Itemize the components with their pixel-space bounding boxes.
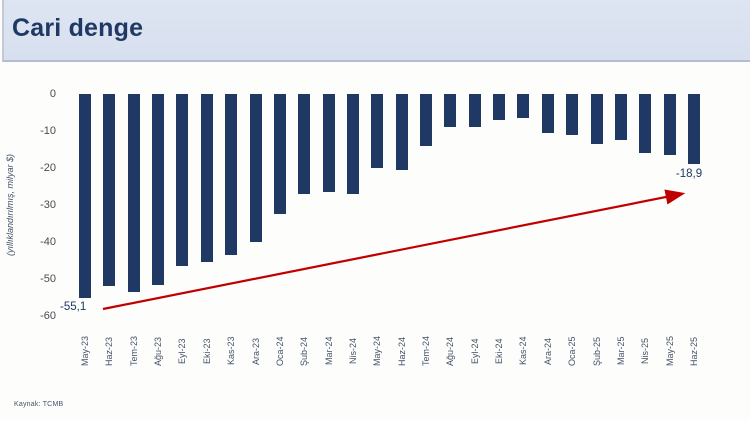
- bar-Kas-23: [225, 94, 238, 255]
- x-axis-label: May-24: [372, 336, 383, 367]
- bar-Şub-25: [590, 94, 603, 144]
- x-axis-label: May-25: [664, 336, 675, 367]
- data-label-last-value: -18,9: [675, 168, 703, 180]
- x-axis-label: Kas-24: [518, 336, 529, 366]
- x-axis-label: Haz-24: [396, 336, 407, 366]
- bar-Ara-23: [249, 94, 262, 242]
- y-axis-tick: -40: [40, 236, 56, 248]
- y-axis-tick: -50: [40, 273, 56, 285]
- bar-Eki-23: [200, 94, 213, 263]
- bar-Haz-25: [688, 94, 700, 164]
- x-axis-label: Eki-24: [494, 338, 505, 364]
- x-axis-label: Kas-23: [226, 336, 237, 366]
- bar-Ağu-24: [444, 94, 457, 128]
- y-axis-tick: -30: [40, 199, 56, 211]
- bar-Ağu-23: [152, 94, 165, 285]
- y-axis-label: (yıllıklandırılmış, milyar $): [5, 154, 15, 257]
- bar-Oca-25: [566, 94, 579, 135]
- current-account-chart: (yıllıklandırılmış, milyar $) 0 -10 -20 -30…: [0, 62, 750, 421]
- x-axis-label: Eki-23: [201, 338, 212, 364]
- x-axis-label: Haz-25: [689, 336, 699, 366]
- data-label-first-value: -55,1: [60, 301, 87, 313]
- bar-Şub-24: [298, 94, 311, 194]
- x-axis-label: Tem-24: [421, 336, 432, 367]
- x-axis-label: Ağu-23: [153, 336, 164, 366]
- bar-Tem-23: [127, 94, 140, 292]
- bar-Eyl-24: [468, 94, 481, 128]
- bar-Eki-24: [493, 94, 506, 120]
- bar-Nis-24: [346, 94, 359, 194]
- y-axis-tick: -10: [40, 125, 56, 137]
- x-axis-label: Şub-24: [299, 336, 310, 366]
- x-axis-label: Haz-23: [104, 336, 115, 366]
- header: Cari denge: [2, 0, 750, 62]
- bar-Kas-24: [517, 94, 530, 119]
- x-axis-label: Mar-24: [323, 336, 334, 366]
- bar-Tem-24: [420, 94, 433, 146]
- x-axis-label: Şub-25: [591, 336, 602, 366]
- x-axis-label: Eyl-24: [469, 338, 480, 364]
- x-axis-label: May-23: [80, 336, 90, 367]
- bar-Nis-25: [639, 94, 652, 154]
- y-axis-tick: -20: [40, 162, 56, 174]
- x-axis-label: Ara-24: [542, 337, 553, 365]
- y-axis-tick: 0: [49, 88, 56, 100]
- source-note: Kaynak: TCMB: [14, 401, 64, 408]
- y-axis-tick: -60: [40, 310, 56, 322]
- x-axis-label: Oca-25: [567, 336, 578, 366]
- x-axis-label: Nis-25: [640, 338, 651, 365]
- x-axis-label: Tem-23: [128, 336, 139, 367]
- bar-Haz-23: [103, 94, 116, 287]
- x-axis-label: Ara-23: [250, 337, 261, 365]
- x-axis-label: Ağu-24: [445, 336, 456, 366]
- bar-May-24: [371, 94, 384, 168]
- bar-May-23: [79, 94, 91, 298]
- bar-Mar-25: [614, 94, 627, 141]
- bar-Ara-24: [541, 94, 554, 133]
- page-title: Cari denge: [12, 14, 144, 42]
- x-axis-label: Nis-24: [347, 338, 358, 365]
- bar-Haz-24: [395, 94, 408, 170]
- bar-Oca-24: [273, 94, 286, 215]
- x-axis-label: Mar-25: [615, 336, 626, 366]
- x-axis-label: Eyl-23: [177, 338, 188, 364]
- bar-Eyl-23: [176, 94, 189, 267]
- bar-May-25: [663, 94, 676, 156]
- bar-Mar-24: [322, 94, 335, 193]
- x-axis-label: Oca-24: [274, 336, 285, 366]
